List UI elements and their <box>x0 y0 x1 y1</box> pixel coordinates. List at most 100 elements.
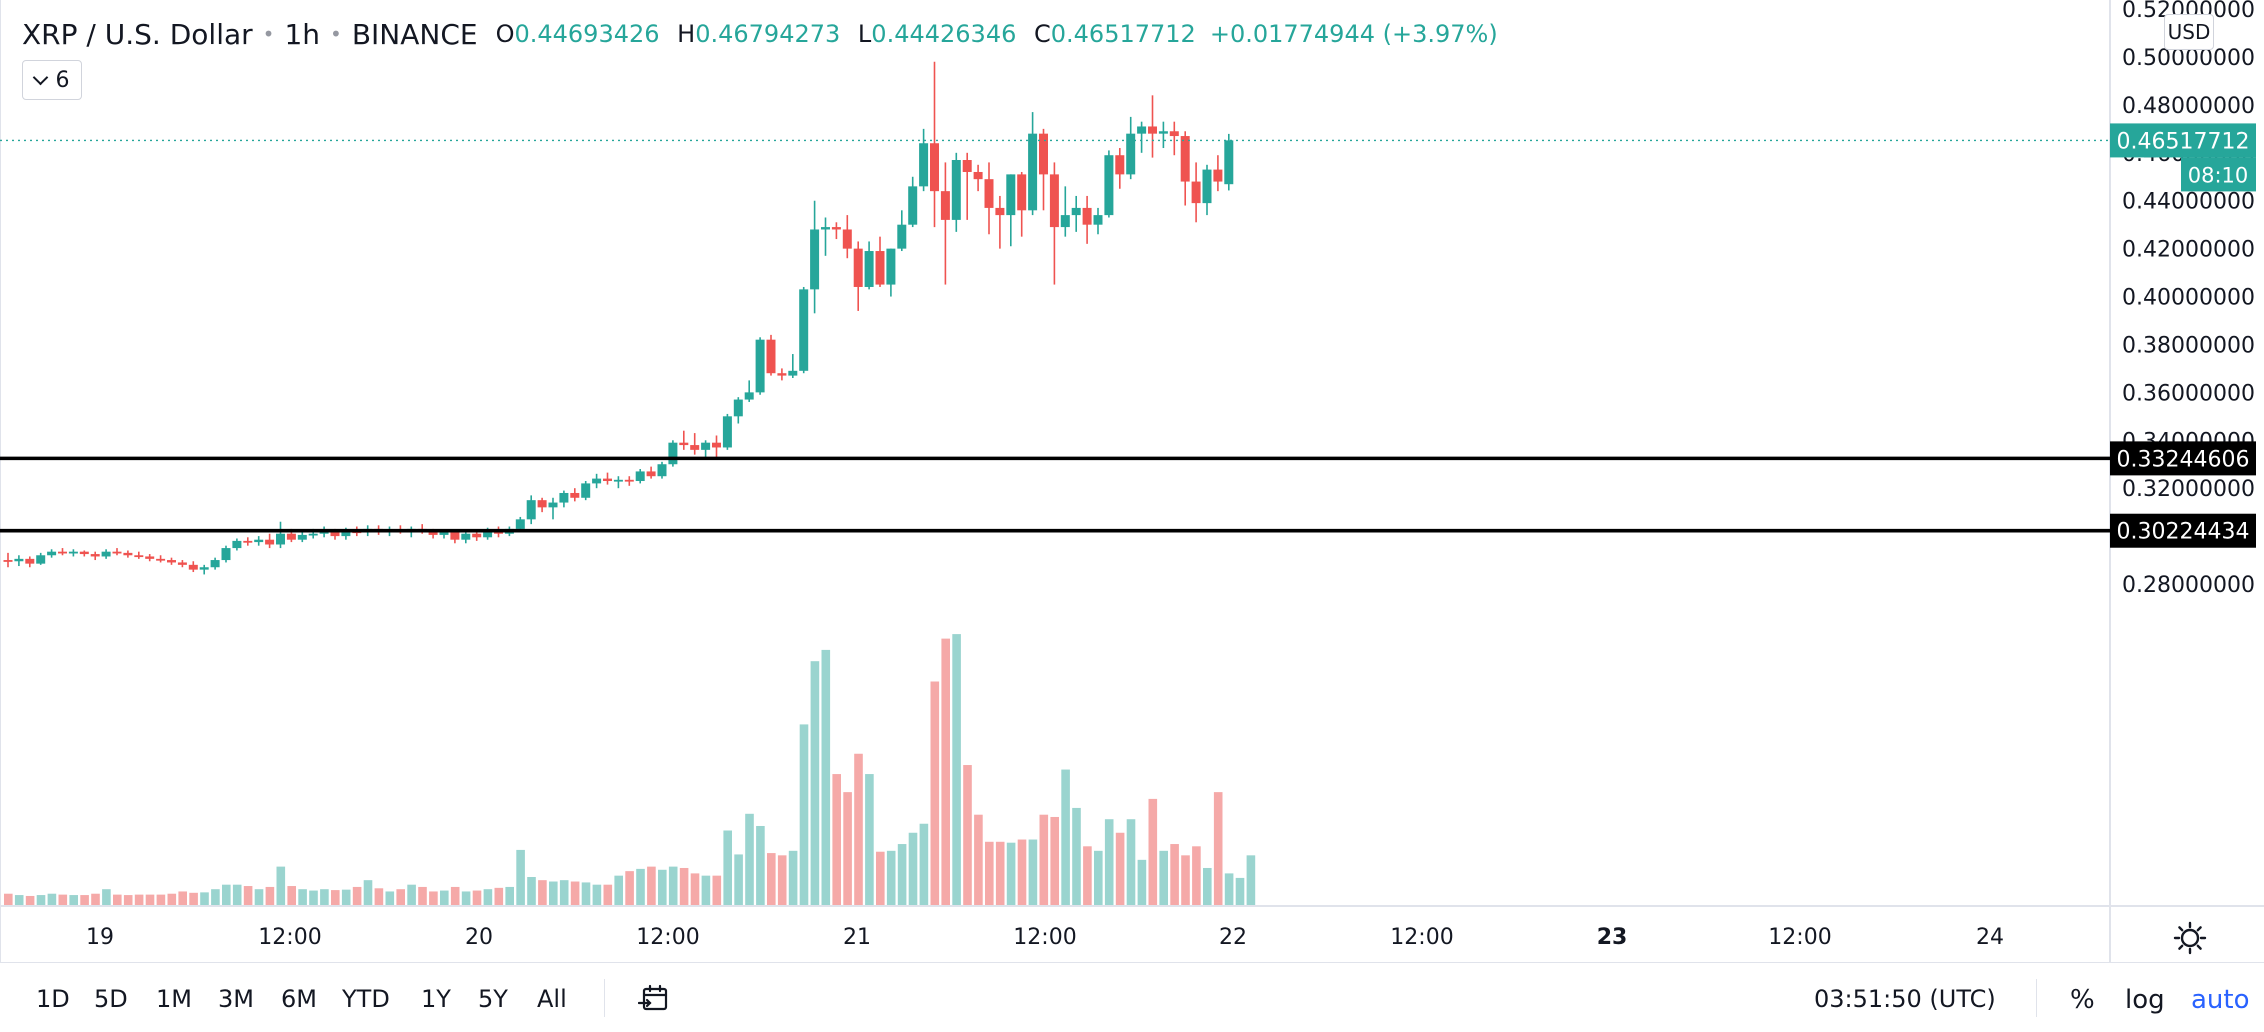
volume-bar <box>14 895 24 905</box>
volume-bar <box>407 884 416 905</box>
volume-bar <box>690 873 700 905</box>
range-1d-button[interactable]: 1D <box>36 985 70 1013</box>
volume-bar <box>123 895 133 905</box>
volume-bar <box>777 855 787 905</box>
range-5d-button[interactable]: 5D <box>94 985 128 1013</box>
currency-button[interactable]: USD <box>2164 14 2214 50</box>
time-tick-label: 23 <box>1597 925 1628 950</box>
candle-body <box>1148 126 1157 134</box>
candle-body <box>308 533 318 536</box>
current-price-tag <box>2110 123 2256 158</box>
auto-scale-button[interactable]: auto <box>2191 985 2250 1015</box>
time-scale[interactable]: 19 12:00 20 12:00 21 12:00 22 12:00 23 12:00 24 <box>86 925 2004 950</box>
volume-bar <box>1246 855 1256 905</box>
candle-body <box>973 171 983 180</box>
candle-body <box>14 558 24 562</box>
price-tick-label: 0.28000000 <box>2122 573 2255 598</box>
volume-bar <box>363 880 373 905</box>
range-all-button[interactable]: All <box>537 985 567 1013</box>
volume-bar <box>352 886 362 905</box>
percent-scale-button[interactable]: % <box>2070 985 2095 1015</box>
volume-bar <box>679 867 689 905</box>
range-1y-button[interactable]: 1Y <box>421 985 451 1013</box>
candle-body <box>766 339 776 374</box>
candle-body <box>951 160 961 220</box>
candle-body <box>962 160 972 172</box>
log-scale-button[interactable]: log <box>2125 985 2165 1015</box>
volume-bar <box>930 681 940 905</box>
volume-bar <box>1094 850 1103 905</box>
candle-body <box>1202 169 1212 204</box>
volume-bar <box>516 849 525 905</box>
toolbar-divider <box>2036 979 2037 1017</box>
volume-bar <box>440 890 449 905</box>
volume-bar <box>1115 832 1125 905</box>
time-tick-label: 21 <box>843 925 871 950</box>
range-1m-button[interactable]: 1M <box>156 985 192 1013</box>
candlestick-series <box>3 61 1234 575</box>
candle-body <box>744 392 754 400</box>
candle-body <box>232 540 242 549</box>
volume-bar <box>581 882 591 905</box>
range-5y-button[interactable]: 5Y <box>478 985 508 1013</box>
candle-body <box>167 560 176 563</box>
candle-body <box>1137 126 1147 134</box>
price-chart[interactable]: 0.520000000.500000000.480000000.46000000… <box>0 0 2264 962</box>
volume-bar <box>1072 807 1081 905</box>
utc-clock[interactable]: 03:51:50 (UTC) <box>1814 985 1996 1013</box>
volume-bar <box>723 830 732 905</box>
time-tick-label: 12:00 <box>258 925 321 950</box>
volume-bar <box>832 774 841 905</box>
candle-body <box>1071 207 1081 216</box>
volume-bar <box>886 850 896 905</box>
volume-bar <box>854 753 863 905</box>
volume-bar <box>1170 844 1179 905</box>
volume-bar <box>265 886 275 905</box>
range-3m-button[interactable]: 3M <box>218 985 254 1013</box>
volume-bar <box>1017 839 1027 905</box>
candle-body <box>1060 215 1070 228</box>
volume-bar <box>58 894 68 905</box>
candle-body <box>690 445 700 450</box>
candle-body <box>134 555 144 558</box>
separator-dot: • <box>262 22 275 46</box>
symbol-name[interactable]: XRP / U.S. Dollar <box>22 17 253 51</box>
candle-body <box>1191 181 1201 204</box>
volume-bar <box>1148 798 1158 905</box>
candle-body <box>1049 174 1059 228</box>
candle-body <box>526 500 536 520</box>
price-tick-label: 0.38000000 <box>2122 333 2255 358</box>
volume-bar <box>222 884 231 905</box>
current-price-label: 0.46517712 <box>2117 129 2250 154</box>
range-6m-button[interactable]: 6M <box>281 985 317 1013</box>
horizontal-line-tag <box>2110 513 2256 548</box>
volume-bar <box>549 881 558 905</box>
ohlc-values: O0.44693426 H0.46794273 L0.44426346 C0.4… <box>496 20 1196 48</box>
candle-body <box>897 224 907 249</box>
settings-gear-icon[interactable] <box>2172 920 2208 956</box>
time-tick-label: 12:00 <box>636 925 699 950</box>
volume-bar <box>821 649 831 905</box>
volume-bar <box>374 888 384 905</box>
candle-body <box>940 191 950 220</box>
volume-bar <box>734 854 743 905</box>
indicators-toggle-button[interactable]: 6 <box>22 60 82 100</box>
candle-body <box>810 229 820 290</box>
range-ytd-button[interactable]: YTD <box>342 985 390 1013</box>
volume-bar <box>636 868 645 905</box>
volume-bar <box>865 774 874 905</box>
volume-bar <box>788 850 798 905</box>
candle-body <box>1039 133 1048 175</box>
interval-label[interactable]: 1h <box>284 17 321 51</box>
candle-body <box>1126 133 1136 175</box>
price-tick-label: 0.32000000 <box>2122 477 2255 502</box>
calendar-goto-icon[interactable] <box>638 983 670 1015</box>
volume-bar <box>963 765 972 905</box>
candle-body <box>1104 155 1114 216</box>
volume-bar <box>232 884 242 905</box>
volume-bar <box>1137 859 1147 905</box>
volume-bar <box>134 894 144 905</box>
volume-bar <box>614 875 623 905</box>
candle-body <box>635 471 645 482</box>
time-tick-label: 12:00 <box>1390 925 1453 950</box>
